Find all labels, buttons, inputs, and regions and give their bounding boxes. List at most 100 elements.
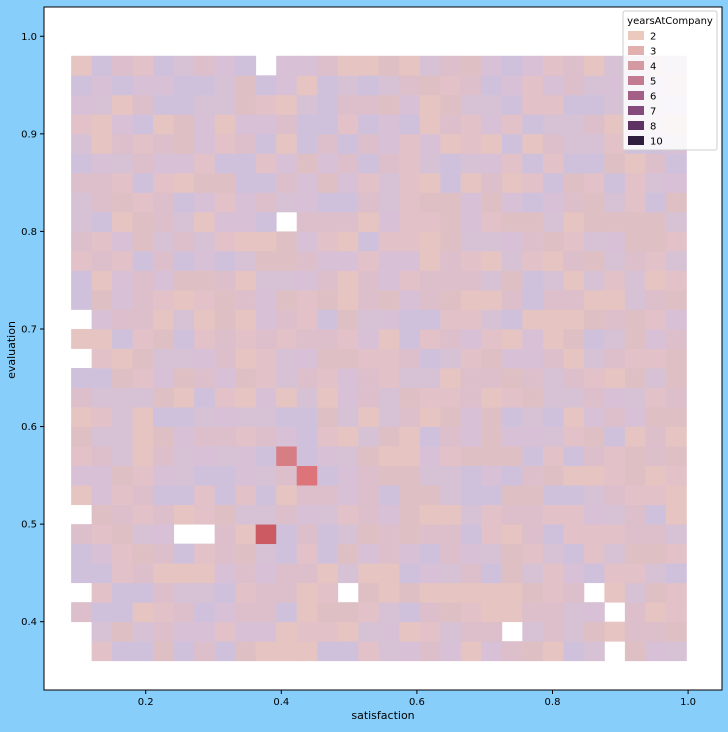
heatmap-cell xyxy=(460,407,482,427)
heatmap-cell xyxy=(255,328,277,349)
heatmap-cell xyxy=(358,328,380,349)
heatmap-cell xyxy=(255,485,277,506)
heatmap-cell xyxy=(645,172,667,193)
heatmap-cell xyxy=(399,641,421,662)
heatmap-cell xyxy=(583,524,605,545)
heatmap-cell xyxy=(665,192,687,213)
heatmap-cell xyxy=(399,328,421,349)
heatmap-cell xyxy=(214,348,236,369)
heatmap-cell xyxy=(132,563,154,584)
heatmap-cell xyxy=(276,348,298,369)
heatmap-cell xyxy=(276,465,298,486)
heatmap-cell xyxy=(604,328,626,349)
heatmap-cell xyxy=(665,368,687,388)
heatmap-cell xyxy=(563,621,585,642)
heatmap-cell xyxy=(296,407,318,427)
heatmap-cell xyxy=(522,465,544,486)
heatmap-cell xyxy=(378,426,400,447)
heatmap-cell xyxy=(563,524,585,545)
heatmap-cell xyxy=(501,231,523,252)
heatmap-cell xyxy=(665,543,687,564)
heatmap-cell xyxy=(624,368,646,388)
heatmap-cell xyxy=(235,563,257,584)
heatmap-cell xyxy=(317,524,339,545)
heatmap-cell xyxy=(337,153,359,174)
heatmap-cell xyxy=(440,348,462,369)
heatmap-cell xyxy=(563,563,585,584)
heatmap-cell xyxy=(624,309,646,330)
heatmap-cell xyxy=(317,368,339,388)
heatmap-cell xyxy=(91,192,113,213)
heatmap-cell xyxy=(132,270,154,291)
heatmap-cell xyxy=(583,211,605,232)
heatmap-cell xyxy=(173,543,195,564)
heatmap-cell xyxy=(522,524,544,545)
heatmap-cell xyxy=(214,446,236,466)
heatmap-cell xyxy=(235,602,257,623)
heatmap-cell xyxy=(583,641,605,662)
heatmap-cell xyxy=(460,94,482,115)
heatmap-cell xyxy=(91,563,113,584)
heatmap-cell xyxy=(440,211,462,232)
heatmap-cell xyxy=(583,133,605,154)
heatmap-cell xyxy=(71,114,93,135)
heatmap-cell xyxy=(71,270,93,291)
heatmap-cell xyxy=(481,563,503,584)
heatmap-cell xyxy=(563,94,585,115)
heatmap-cell xyxy=(91,485,113,506)
heatmap-cell xyxy=(665,582,687,603)
heatmap-cell xyxy=(173,328,195,349)
heatmap-cell xyxy=(173,172,195,193)
heatmap-cell xyxy=(173,231,195,252)
heatmap-cell xyxy=(255,172,277,193)
heatmap-cell xyxy=(399,524,421,545)
heatmap-cell xyxy=(91,211,113,232)
heatmap-cell xyxy=(542,465,564,486)
heatmap-cell xyxy=(91,387,113,408)
heatmap-cell xyxy=(132,387,154,408)
heatmap-cell xyxy=(296,426,318,447)
heatmap-cell xyxy=(317,211,339,232)
heatmap-cell xyxy=(112,172,134,193)
heatmap-cell xyxy=(522,426,544,447)
heatmap-cell xyxy=(132,309,154,330)
heatmap-cell xyxy=(153,563,175,584)
heatmap-cell xyxy=(419,407,441,427)
heatmap-cell xyxy=(255,465,277,486)
heatmap-cell xyxy=(194,446,216,466)
heatmap-cell xyxy=(583,407,605,427)
heatmap-cell xyxy=(440,114,462,135)
heatmap-cell xyxy=(358,524,380,545)
heatmap-cell xyxy=(583,270,605,291)
heatmap-cell xyxy=(522,563,544,584)
heatmap-cell xyxy=(153,602,175,623)
heatmap-cell xyxy=(399,250,421,271)
heatmap-cell xyxy=(173,465,195,486)
heatmap-cell xyxy=(563,289,585,310)
heatmap-cell xyxy=(522,641,544,662)
heatmap-cell xyxy=(542,55,564,76)
heatmap-cell xyxy=(501,328,523,349)
heatmap-cell xyxy=(624,231,646,252)
heatmap-cell xyxy=(153,250,175,271)
x-axis-label: satisfaction xyxy=(351,709,414,722)
heatmap-cell xyxy=(419,250,441,271)
heatmap-cell xyxy=(194,563,216,584)
heatmap-cell xyxy=(255,368,277,388)
y-tick-label: 0.5 xyxy=(21,520,37,531)
heatmap-cell xyxy=(153,172,175,193)
heatmap-cell xyxy=(112,543,134,564)
heatmap-cell xyxy=(501,250,523,271)
heatmap-cell xyxy=(419,387,441,408)
heatmap-cell xyxy=(358,192,380,213)
heatmap-cell xyxy=(542,133,564,154)
heatmap-cell xyxy=(583,465,605,486)
heatmap-cell xyxy=(276,55,298,76)
heatmap-cell xyxy=(501,114,523,135)
heatmap-cell xyxy=(378,55,400,76)
x-tick-label: 0.6 xyxy=(409,697,425,708)
heatmap-cell xyxy=(317,153,339,174)
heatmap-cell xyxy=(399,153,421,174)
heatmap-cell xyxy=(112,621,134,642)
heatmap-cell xyxy=(563,114,585,135)
